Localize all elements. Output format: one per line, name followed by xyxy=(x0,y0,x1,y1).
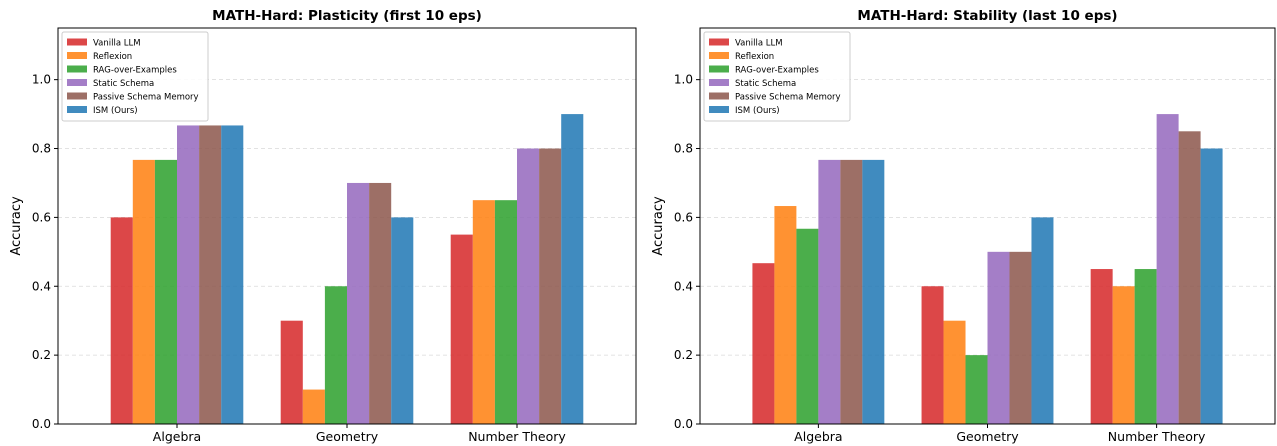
bar-vanilla-llm-0 xyxy=(752,263,775,424)
x-tick-label: Algebra xyxy=(794,429,842,444)
bar-rag-over-examples-1 xyxy=(324,286,347,424)
bar-passive-schema-memory-0 xyxy=(840,159,863,424)
legend-swatch xyxy=(709,92,729,100)
legend-swatch xyxy=(67,52,87,59)
legend: Vanilla LLM Reflexion RAG-over-Examples Sta… xyxy=(61,31,209,122)
legend-label: Reflexion xyxy=(93,52,132,62)
legend-swatch xyxy=(67,79,87,86)
bar-rag-over-examples-2 xyxy=(494,200,517,424)
legend-label: Passive Schema Memory xyxy=(735,93,841,103)
legend-swatch xyxy=(709,52,729,59)
y-tick-label: 0.4 xyxy=(32,279,51,293)
bar-rag-over-examples-0 xyxy=(796,228,819,424)
y-tick-label: 1.0 xyxy=(32,73,51,87)
y-tick-label: 0.0 xyxy=(674,417,693,431)
bar-vanilla-llm-1 xyxy=(921,286,944,424)
y-tick-label: 0.4 xyxy=(674,279,693,293)
legend-label: ISM (Ours) xyxy=(93,106,138,116)
bar-vanilla-llm-1 xyxy=(280,320,303,424)
chart-panel-2: 0.0 0.2 0.4 0.6 0.8 1.0 Algebra Geometry Number … xyxy=(651,8,1276,444)
bar-vanilla-llm-0 xyxy=(110,217,133,424)
bar-static-schema-0 xyxy=(818,159,841,424)
bar-reflexion-1 xyxy=(943,320,966,424)
y-tick-label: 0.2 xyxy=(32,348,51,362)
bar-passive-schema-memory-1 xyxy=(369,182,392,424)
x-tick-label: Geometry xyxy=(956,429,1019,444)
y-tick-label: 0.6 xyxy=(674,210,693,224)
bar-reflexion-0 xyxy=(132,159,155,424)
y-axis-label: Accuracy xyxy=(651,196,666,256)
bar-ism-ours-0 xyxy=(862,159,885,424)
legend-label: Vanilla LLM xyxy=(93,39,141,49)
bar-reflexion-1 xyxy=(302,389,325,424)
bar-reflexion-0 xyxy=(774,206,797,424)
bar-rag-over-examples-0 xyxy=(154,159,177,424)
legend-box xyxy=(61,31,209,122)
legend-label: Vanilla LLM xyxy=(735,39,783,49)
legend-swatch xyxy=(709,79,729,86)
legend-box xyxy=(703,31,851,122)
chart-title: MATH-Hard: Stability (last 10 eps) xyxy=(857,8,1117,24)
bar-reflexion-2 xyxy=(472,200,495,424)
y-tick-label: 0.6 xyxy=(32,210,51,224)
y-axis-label: Accuracy xyxy=(9,196,24,256)
legend-label: ISM (Ours) xyxy=(735,106,780,116)
bar-static-schema-2 xyxy=(1156,114,1179,424)
legend-swatch xyxy=(67,106,87,113)
bar-passive-schema-memory-1 xyxy=(1009,251,1032,424)
bar-static-schema-2 xyxy=(517,148,540,425)
x-tick-label: Number Theory xyxy=(1108,429,1206,444)
legend: Vanilla LLM Reflexion RAG-over-Examples Sta… xyxy=(703,31,851,122)
y-tick-label: 0.8 xyxy=(674,142,693,156)
bar-vanilla-llm-2 xyxy=(450,234,473,424)
bar-ism-ours-1 xyxy=(391,217,414,424)
chart-title: MATH-Hard: Plasticity (first 10 eps) xyxy=(212,8,482,24)
bar-ism-ours-1 xyxy=(1031,217,1054,424)
legend-label: RAG-over-Examples xyxy=(735,66,819,76)
chart-panel-1: 0.0 0.2 0.4 0.6 0.8 1.0 Algebra Geometry Number … xyxy=(9,8,637,444)
bar-static-schema-1 xyxy=(987,251,1010,424)
bar-ism-ours-0 xyxy=(221,125,244,424)
bar-static-schema-0 xyxy=(177,125,200,424)
legend-label: Reflexion xyxy=(735,52,774,62)
bar-passive-schema-memory-2 xyxy=(1178,131,1201,424)
bar-rag-over-examples-1 xyxy=(965,355,988,424)
bar-static-schema-1 xyxy=(347,182,370,424)
legend-swatch xyxy=(67,92,87,100)
y-tick-label: 0.0 xyxy=(32,417,51,431)
bar-passive-schema-memory-2 xyxy=(539,148,562,425)
legend-swatch xyxy=(709,65,729,73)
legend-swatch xyxy=(67,38,87,46)
legend-label: Static Schema xyxy=(735,79,796,89)
bar-vanilla-llm-2 xyxy=(1090,269,1113,424)
bar-ism-ours-2 xyxy=(1200,148,1223,425)
y-tick-label: 1.0 xyxy=(674,73,693,87)
y-tick-label: 0.8 xyxy=(32,142,51,156)
x-tick-label: Algebra xyxy=(153,429,201,444)
legend-swatch xyxy=(709,106,729,113)
legend-label: Passive Schema Memory xyxy=(93,93,199,103)
legend-label: Static Schema xyxy=(93,79,154,89)
bar-rag-over-examples-2 xyxy=(1134,269,1157,424)
legend-label: RAG-over-Examples xyxy=(93,66,177,76)
x-tick-label: Number Theory xyxy=(468,429,566,444)
x-tick-label: Geometry xyxy=(316,429,379,444)
legend-swatch xyxy=(67,65,87,73)
y-tick-label: 0.2 xyxy=(674,348,693,362)
bar-reflexion-2 xyxy=(1112,286,1135,424)
legend-swatch xyxy=(709,38,729,46)
bar-ism-ours-2 xyxy=(561,114,584,424)
bar-passive-schema-memory-0 xyxy=(199,125,222,424)
